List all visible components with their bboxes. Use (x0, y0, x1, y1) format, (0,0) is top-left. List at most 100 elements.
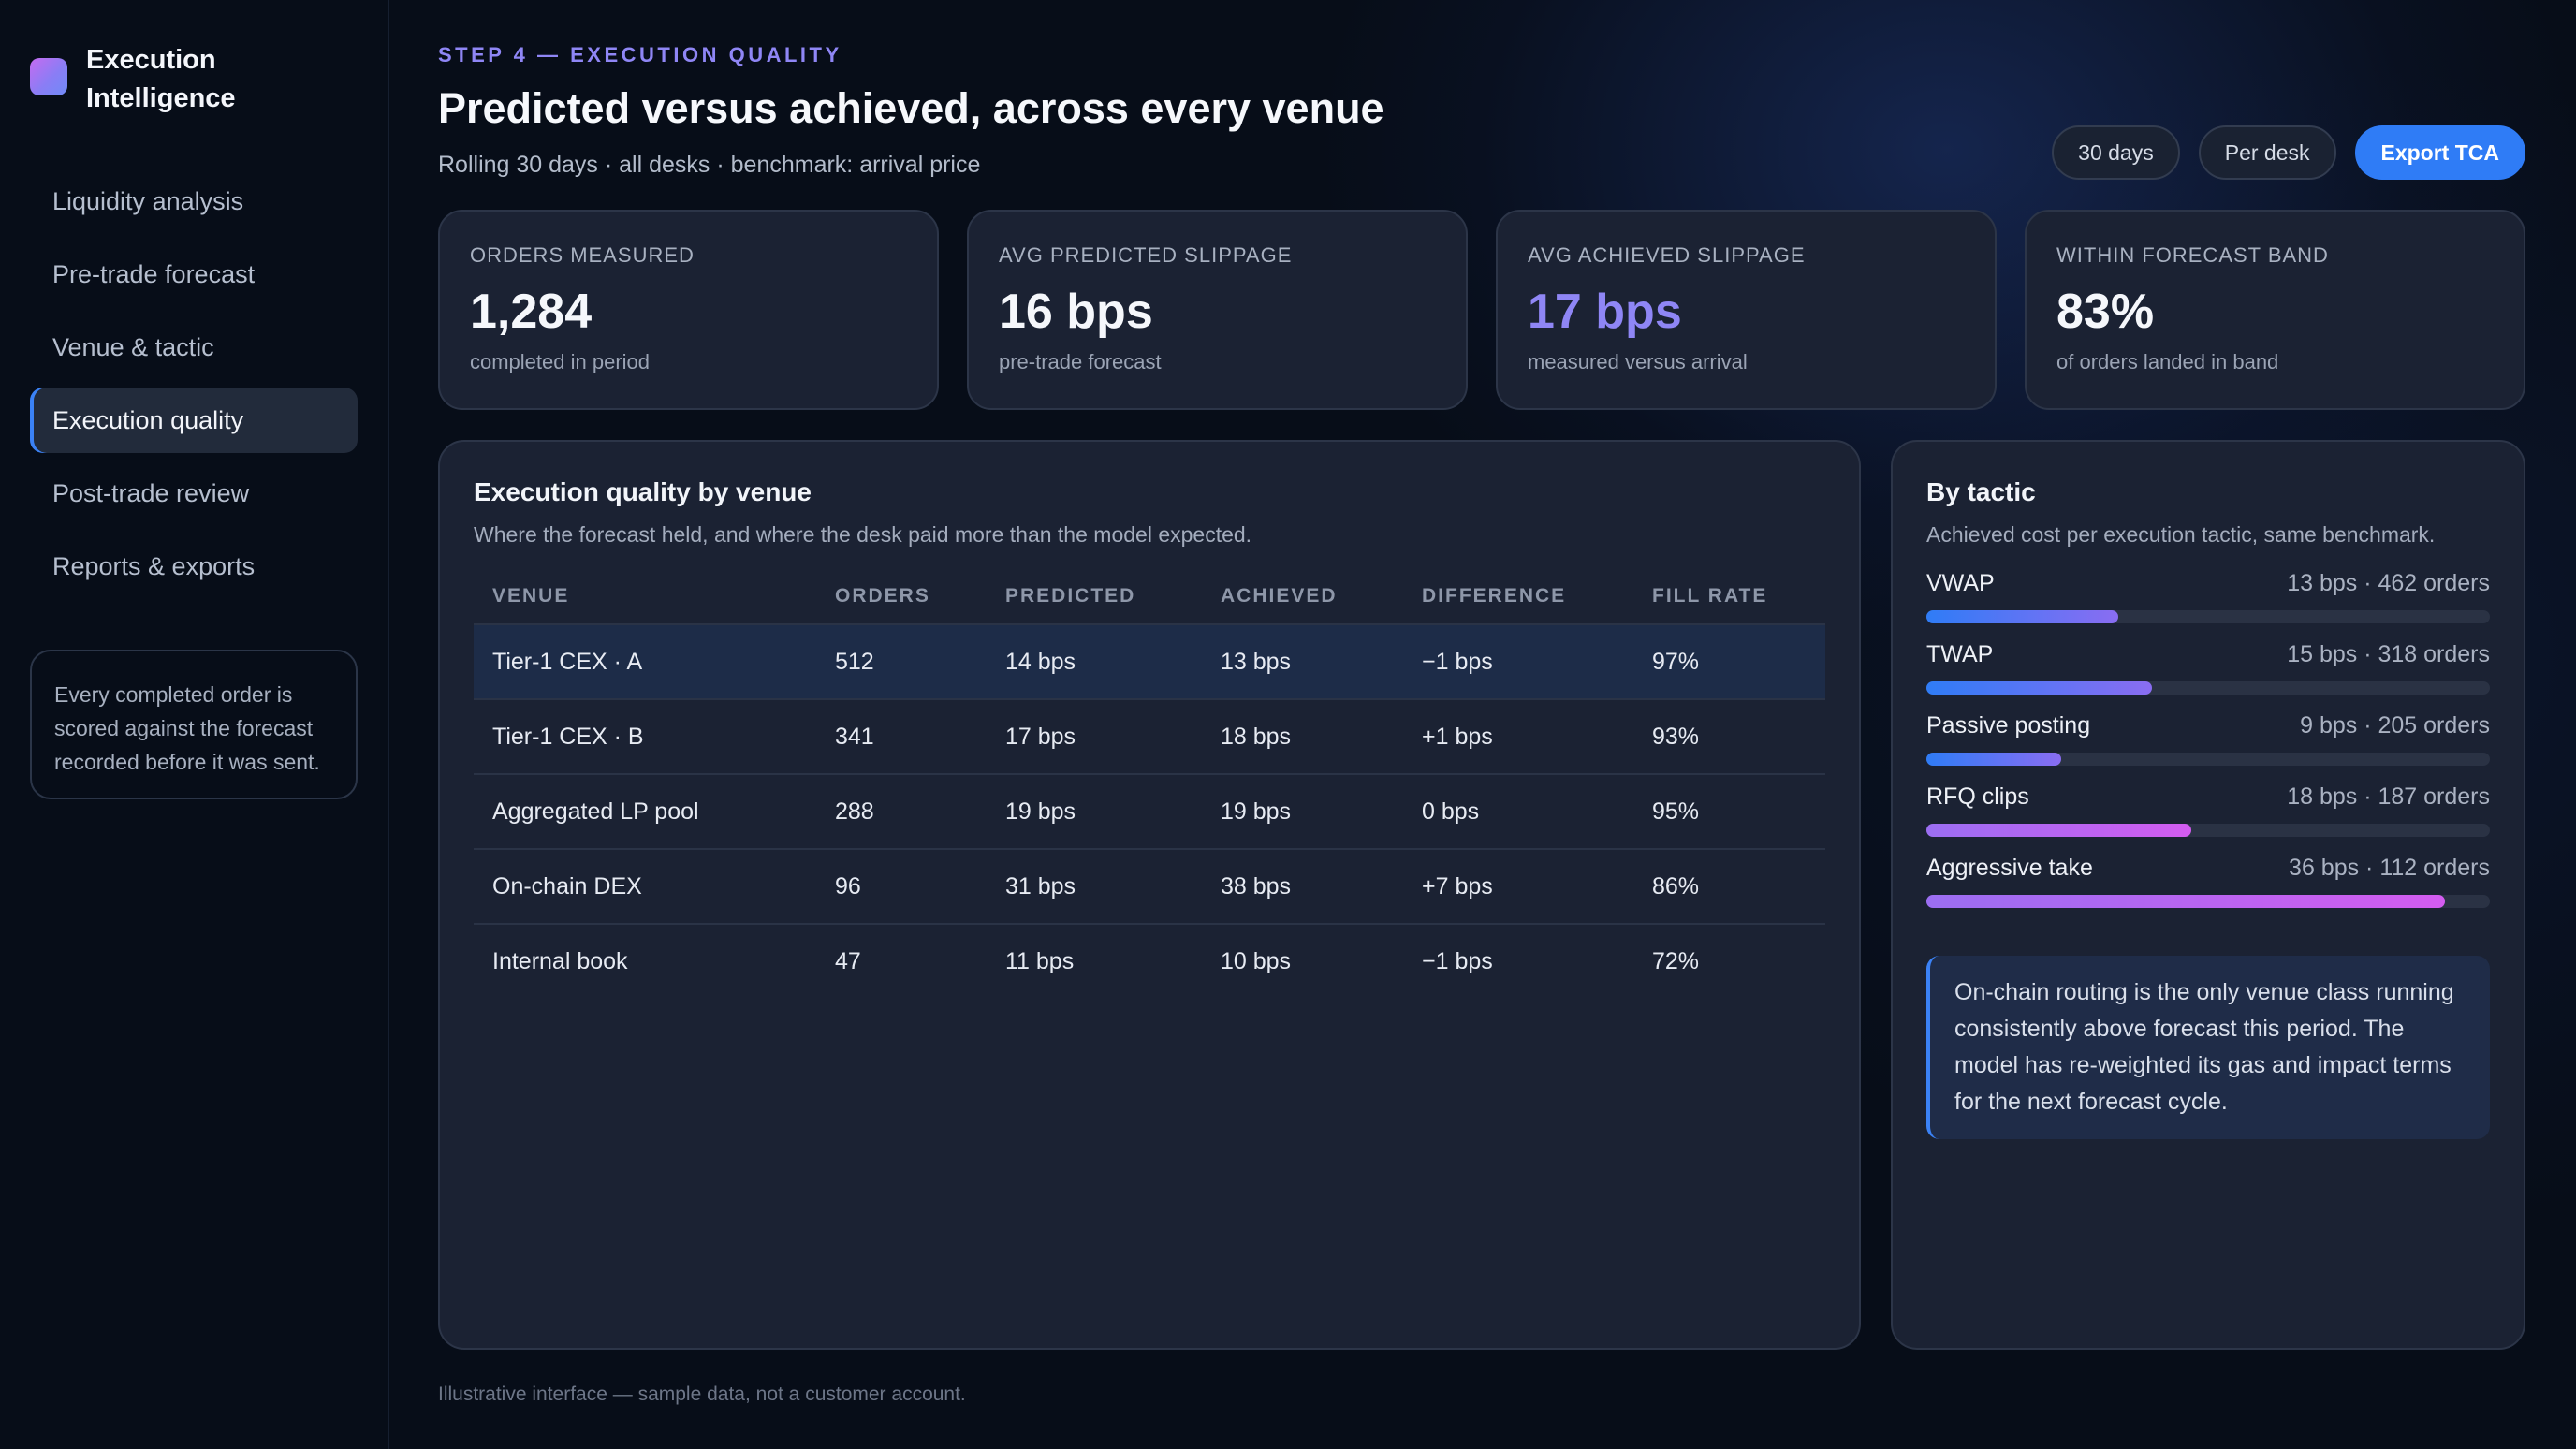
cell-venue: Aggregated LP pool (474, 773, 816, 849)
brand-name-line1: Execution (86, 45, 216, 75)
column-header-venue[interactable]: VENUE (492, 584, 570, 607)
sidebar-nav: Liquidity analysis Pre-trade forecast Ve… (30, 168, 358, 607)
cell-venue: Tier-1 CEX · B (474, 698, 816, 774)
cell-achieved: 19 bps (1202, 773, 1403, 849)
footer-disclaimer: Illustrative interface — sample data, no… (438, 1383, 966, 1405)
column-header-achieved[interactable]: ACHIEVED (1221, 584, 1338, 607)
tactic-bar-track (1926, 753, 2490, 766)
kpi-value: 1,284 (470, 285, 593, 339)
cell-fill-rate: 93% (1633, 698, 1825, 774)
kpi-label: ORDERS MEASURED (470, 243, 695, 267)
table-row[interactable]: On-chain DEX 96 31 bps 38 bps +7 bps 86% (474, 848, 1825, 924)
panel-title: By tactic (1926, 477, 2036, 506)
tactic-bar-track (1926, 681, 2490, 695)
kpi-card-orders-measured: ORDERS MEASURED 1,284 completed in perio… (438, 210, 939, 410)
column-header-fill-rate[interactable]: FILL RATE (1652, 584, 1768, 607)
sidebar-item-execution-quality[interactable]: Execution quality (30, 388, 358, 453)
sidebar-item-venue-tactic[interactable]: Venue & tactic (52, 332, 214, 361)
cell-fill-rate: 95% (1633, 773, 1825, 849)
cell-predicted: 19 bps (987, 773, 1202, 849)
kpi-note: of orders landed in band (2056, 350, 2279, 373)
tactic-item-rfq-clips: RFQ clips 18 bps · 187 orders (1926, 783, 2490, 855)
tactic-name: RFQ clips (1926, 783, 2029, 810)
cell-orders: 341 (816, 698, 987, 774)
tactic-item-passive-posting: Passive posting 9 bps · 205 orders (1926, 712, 2490, 783)
kpi-note: completed in period (470, 350, 651, 373)
sidebar-note: Every completed order is scored against … (30, 650, 358, 799)
period-30-days-button[interactable]: 30 days (2052, 125, 2180, 180)
tactic-name: TWAP (1926, 641, 1994, 667)
page-title: Predicted versus achieved, across every … (438, 84, 1384, 132)
column-header-predicted[interactable]: PREDICTED (1005, 584, 1136, 607)
sidebar-item-liquidity-analysis[interactable]: Liquidity analysis (52, 186, 244, 215)
tactic-bar-fill (1926, 610, 2118, 623)
cell-achieved: 10 bps (1202, 923, 1403, 999)
kpi-card-within-forecast-band: WITHIN FORECAST BAND 83% of orders lande… (2025, 210, 2525, 410)
kpi-card-avg-predicted-slippage: AVG PREDICTED SLIPPAGE 16 bps pre-trade … (967, 210, 1468, 410)
brand-name-line2: Intelligence (86, 83, 236, 113)
tactic-item-aggressive-take: Aggressive take 36 bps · 112 orders (1926, 855, 2490, 926)
tactic-meta: 13 bps · 462 orders (2287, 570, 2490, 596)
header-controls: 30 days Per desk Export TCA (2052, 125, 2525, 180)
cell-achieved: 13 bps (1202, 623, 1403, 699)
tactic-meta: 15 bps · 318 orders (2287, 641, 2490, 667)
tactic-name: Aggressive take (1926, 855, 2093, 881)
tactic-name: VWAP (1926, 570, 1995, 596)
cell-predicted: 14 bps (987, 623, 1202, 699)
column-header-difference[interactable]: DIFFERENCE (1422, 584, 1567, 607)
kpi-label: AVG PREDICTED SLIPPAGE (999, 243, 1293, 267)
sidebar-item-pre-trade-forecast[interactable]: Pre-trade forecast (52, 259, 256, 288)
panel-title: Execution quality by venue (474, 477, 812, 506)
cell-difference: −1 bps (1403, 623, 1633, 699)
table-row[interactable]: Aggregated LP pool 288 19 bps 19 bps 0 b… (474, 773, 1825, 849)
tactic-meta: 18 bps · 187 orders (2287, 783, 2490, 810)
tactic-item-twap: TWAP 15 bps · 318 orders (1926, 641, 2490, 712)
table-row[interactable]: Tier-1 CEX · A 512 14 bps 13 bps −1 bps … (474, 623, 1825, 699)
kpi-row: ORDERS MEASURED 1,284 completed in perio… (438, 210, 2525, 410)
table-row[interactable]: Internal book 47 11 bps 10 bps −1 bps 72… (474, 923, 1825, 999)
export-tca-button[interactable]: Export TCA (2354, 125, 2525, 180)
logo-icon (30, 58, 67, 95)
cell-difference: 0 bps (1403, 773, 1633, 849)
tactic-panel: By tactic Achieved cost per execution ta… (1891, 440, 2525, 1350)
tactic-bar-fill (1926, 681, 2152, 695)
kpi-card-avg-achieved-slippage: AVG ACHIEVED SLIPPAGE 17 bps measured ve… (1496, 210, 1997, 410)
sidebar-item-reports-exports[interactable]: Reports & exports (52, 551, 256, 580)
kpi-value: 83% (2056, 285, 2155, 339)
kpi-note: pre-trade forecast (999, 350, 1162, 373)
tactic-meta: 36 bps · 112 orders (2289, 855, 2490, 881)
panel-subtitle: Where the forecast held, and where the d… (474, 522, 1252, 547)
cell-fill-rate: 72% (1633, 923, 1825, 999)
tactic-item-vwap: VWAP 13 bps · 462 orders (1926, 570, 2490, 641)
venue-panel: Execution quality by venue Where the for… (438, 440, 1861, 1350)
insight-callout: On-chain routing is the only venue class… (1926, 956, 2490, 1139)
brand: Execution Intelligence (30, 41, 236, 118)
cell-difference: +7 bps (1403, 848, 1633, 924)
kpi-note: measured versus arrival (1528, 350, 1748, 373)
kpi-value: 16 bps (999, 285, 1153, 339)
kpi-value: 17 bps (1528, 285, 1682, 339)
cell-orders: 512 (816, 623, 987, 699)
panel-subtitle: Achieved cost per execution tactic, same… (1926, 522, 2436, 547)
step-label: STEP 4 — EXECUTION QUALITY (438, 43, 842, 66)
tactic-bar-fill (1926, 895, 2445, 908)
cell-orders: 47 (816, 923, 987, 999)
sidebar-item-post-trade-review[interactable]: Post-trade review (52, 478, 250, 507)
cell-venue: Internal book (474, 923, 816, 999)
tactic-list: VWAP 13 bps · 462 orders TWAP 15 bps · 3… (1926, 570, 2490, 926)
table-row[interactable]: Tier-1 CEX · B 341 17 bps 18 bps +1 bps … (474, 698, 1825, 774)
column-header-orders[interactable]: ORDERS (835, 584, 930, 607)
cell-difference: +1 bps (1403, 698, 1633, 774)
cell-fill-rate: 86% (1633, 848, 1825, 924)
tactic-bar-fill (1926, 824, 2191, 837)
cell-fill-rate: 97% (1633, 623, 1825, 699)
tactic-bar-fill (1926, 753, 2062, 766)
cell-predicted: 11 bps (987, 923, 1202, 999)
kpi-label: AVG ACHIEVED SLIPPAGE (1528, 243, 1806, 267)
cell-venue: On-chain DEX (474, 848, 816, 924)
page-subtitle: Rolling 30 days · all desks · benchmark:… (438, 152, 981, 178)
cell-predicted: 17 bps (987, 698, 1202, 774)
cell-achieved: 38 bps (1202, 848, 1403, 924)
tactic-name: Passive posting (1926, 712, 2091, 739)
per-desk-button[interactable]: Per desk (2198, 125, 2336, 180)
